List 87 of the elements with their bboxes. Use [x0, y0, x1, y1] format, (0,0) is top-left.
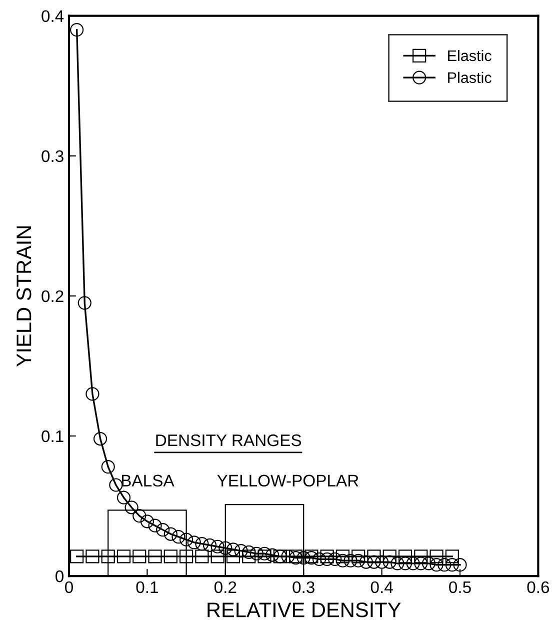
- point: [242, 545, 256, 560]
- annotation: YELLOW-POPLAR: [217, 474, 358, 487]
- x-tick-label: 0.5: [449, 581, 471, 594]
- x-tick-label: 0.4: [370, 581, 393, 594]
- point: [382, 555, 396, 569]
- point: [406, 556, 420, 570]
- point: [179, 550, 194, 564]
- point: [148, 550, 162, 564]
- point: [382, 550, 396, 564]
- point: [156, 523, 170, 537]
- point: [258, 550, 272, 564]
- point: [430, 550, 444, 564]
- point: [266, 548, 280, 562]
- point: [422, 556, 436, 570]
- y-axis-title: YIELD STRAIN: [16, 226, 32, 367]
- y-tick-label: 0.4: [42, 10, 64, 22]
- point: [250, 546, 264, 560]
- legend-label: Plastic: [448, 72, 492, 84]
- point: [187, 536, 201, 550]
- point: [352, 550, 366, 564]
- annotation: DENSITY RANGES: [156, 434, 302, 446]
- point: [320, 550, 334, 564]
- point: [148, 518, 162, 532]
- point: [70, 23, 84, 37]
- point: [344, 554, 358, 568]
- point: [70, 550, 84, 564]
- point: [328, 552, 342, 566]
- y-tick-label: 0.3: [42, 150, 64, 162]
- point: [234, 544, 248, 558]
- point: [195, 537, 209, 551]
- point: [336, 550, 350, 564]
- point: [172, 530, 186, 544]
- point: [86, 387, 100, 401]
- point: [258, 546, 272, 560]
- point: [367, 555, 381, 569]
- x-tick-label: 0.6: [527, 581, 550, 594]
- point: [359, 555, 373, 569]
- point: [101, 550, 115, 564]
- point: [453, 558, 467, 572]
- point: [320, 552, 334, 566]
- point: [390, 556, 404, 570]
- point: [179, 532, 194, 546]
- legend-label: Elastic: [448, 50, 492, 62]
- point: [124, 500, 138, 514]
- point: [195, 550, 209, 564]
- point: [132, 550, 146, 564]
- point: [164, 527, 178, 541]
- x-axis-title: RELATIVE DENSITY: [208, 602, 401, 618]
- point: [164, 550, 178, 564]
- point: [367, 550, 381, 564]
- point: [210, 540, 224, 554]
- point: [281, 550, 295, 564]
- point: [116, 490, 131, 504]
- point: [438, 558, 452, 572]
- point: [93, 432, 108, 446]
- point: [140, 514, 154, 528]
- point: [445, 558, 459, 572]
- point: [116, 550, 131, 564]
- point: [414, 550, 428, 564]
- point: [312, 552, 326, 566]
- point: [296, 551, 310, 565]
- point: [202, 538, 217, 552]
- point: [210, 550, 224, 564]
- x-tick-label: 0.2: [214, 581, 236, 594]
- point: [398, 556, 412, 570]
- point: [374, 555, 389, 569]
- point: [109, 478, 123, 492]
- point: [398, 550, 412, 564]
- x-tick-label: 0.3: [292, 581, 314, 594]
- point: [132, 509, 146, 523]
- x-tick-label: 0: [65, 581, 73, 594]
- point: [226, 550, 240, 564]
- y-tick-label: 0.1: [42, 430, 64, 442]
- point: [78, 296, 92, 310]
- point: [86, 550, 100, 564]
- point: [101, 460, 115, 474]
- x-tick-label: 0.1: [136, 581, 158, 594]
- point: [445, 550, 459, 564]
- annotation: BALSA: [122, 474, 174, 487]
- y-tick-label: 0.2: [42, 290, 64, 302]
- point: [242, 550, 256, 564]
- point: [414, 556, 428, 570]
- point: [352, 554, 366, 568]
- y-tick-label: 0: [56, 570, 64, 582]
- point: [218, 541, 232, 555]
- point: [226, 542, 240, 556]
- point: [430, 558, 444, 572]
